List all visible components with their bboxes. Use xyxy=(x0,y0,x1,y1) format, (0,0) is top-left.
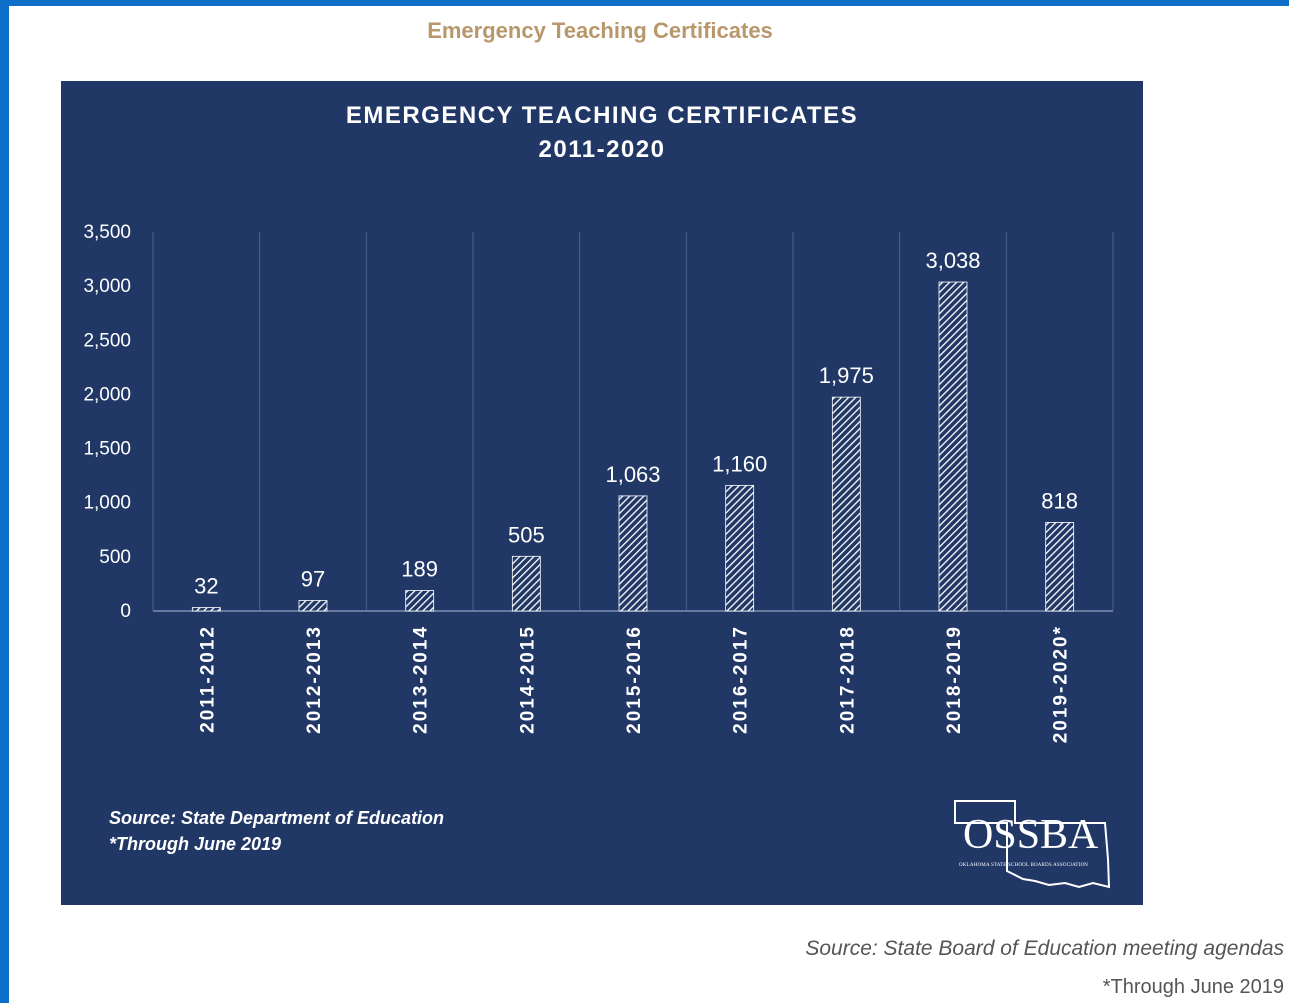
page-footnote: *Through June 2019 xyxy=(1102,976,1284,998)
y-tick-label: 1,500 xyxy=(83,439,131,460)
bar xyxy=(725,484,755,612)
page-source: Source: State Board of Education meeting… xyxy=(805,937,1284,960)
logo-text: OSSBA xyxy=(963,812,1099,858)
y-tick-label: 3,000 xyxy=(83,276,131,297)
chart-source-note: Source: State Department of Education xyxy=(109,808,445,828)
bar xyxy=(618,495,648,612)
y-tick-label: 2,500 xyxy=(83,330,131,351)
x-tick-label: 2013-2014 xyxy=(411,625,432,734)
bar xyxy=(938,281,968,612)
bar xyxy=(298,600,328,612)
x-tick-label: 2016-2017 xyxy=(731,625,752,734)
x-tick-label: 2018-2019 xyxy=(944,625,965,734)
data-label: 1,063 xyxy=(605,462,660,487)
data-label: 818 xyxy=(1041,488,1078,513)
x-tick-label: 2014-2015 xyxy=(517,625,538,734)
chart-notes: Source: State Department of Education *T… xyxy=(109,805,444,857)
chart-footnote: *Through June 2019 xyxy=(109,834,282,854)
bar xyxy=(191,607,221,612)
data-label: 32 xyxy=(194,574,218,599)
x-tick-label: 2015-2016 xyxy=(624,625,645,734)
chart-subtitle: 2011-2020 xyxy=(538,136,666,163)
bar xyxy=(405,590,435,612)
ossba-logo: OSSBA OKLAHOMA STATE SCHOOL BOARDS ASSOC… xyxy=(953,799,1113,895)
y-tick-label: 2,000 xyxy=(83,384,131,405)
bar-chart: 0 500 1,000 1,500 2,000 2,500 3,000 3,500 32 2011… xyxy=(83,222,1114,743)
data-label: 505 xyxy=(508,522,545,547)
y-tick-label: 3,500 xyxy=(83,222,131,243)
data-label: 1,160 xyxy=(712,451,767,476)
data-label: 97 xyxy=(301,566,325,591)
x-tick-label: 2011-2012 xyxy=(197,625,218,733)
y-tick-label: 1,000 xyxy=(83,493,131,514)
y-tick-label: 500 xyxy=(99,547,131,568)
y-tick-label: 0 xyxy=(120,601,131,622)
bar xyxy=(1045,522,1075,612)
frame-left-border xyxy=(0,0,9,1003)
chart-title: EMERGENCY TEACHING CERTIFICATES xyxy=(345,102,859,129)
frame-top-border xyxy=(0,0,1289,6)
logo-subtext: OKLAHOMA STATE SCHOOL BOARDS ASSOCIATION xyxy=(959,863,1089,868)
x-tick-label: 2019-2020* xyxy=(1051,625,1072,743)
x-tick-label: 2012-2013 xyxy=(304,625,325,734)
page-heading: Emergency Teaching Certificates xyxy=(427,18,773,43)
x-tick-label: 2017-2018 xyxy=(837,625,858,734)
oklahoma-outline-icon xyxy=(954,800,1111,889)
chart-title-block: EMERGENCY TEACHING CERTIFICATES 2011-202… xyxy=(61,99,1143,167)
data-label: 1,975 xyxy=(819,363,874,388)
data-label: 189 xyxy=(401,557,438,582)
data-label: 3,038 xyxy=(925,248,980,273)
bar xyxy=(511,555,541,612)
chart-panel: 0 500 1,000 1,500 2,000 2,500 3,000 3,500 32 2011… xyxy=(61,81,1143,905)
bar xyxy=(831,396,861,612)
